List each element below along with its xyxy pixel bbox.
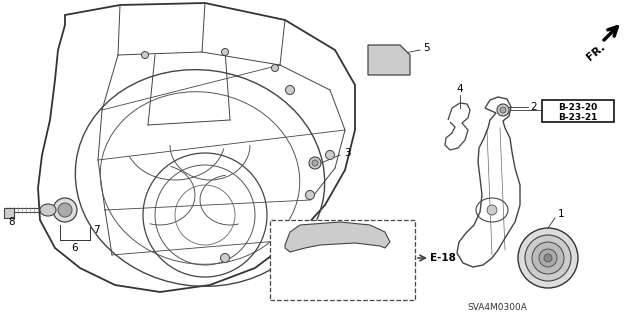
Text: B-23-21: B-23-21 [558,114,598,122]
Text: 3: 3 [344,148,350,158]
Circle shape [497,104,509,116]
Circle shape [309,157,321,169]
Circle shape [525,235,571,281]
Circle shape [518,228,578,288]
Text: FR.: FR. [585,41,607,63]
Circle shape [326,151,335,160]
Circle shape [221,254,230,263]
Circle shape [544,254,552,262]
Circle shape [305,190,314,199]
Bar [542,100,614,122]
Circle shape [58,203,72,217]
Text: 7: 7 [93,225,99,235]
Circle shape [291,288,299,296]
Text: 5: 5 [422,43,429,53]
Polygon shape [368,45,410,75]
Circle shape [271,64,278,71]
Polygon shape [285,222,390,252]
Ellipse shape [40,204,56,216]
Bar [4,208,14,218]
Bar [270,220,415,300]
Circle shape [285,85,294,94]
Circle shape [539,249,557,267]
Text: 1: 1 [557,209,564,219]
Circle shape [500,107,506,113]
Circle shape [345,273,355,283]
Circle shape [532,242,564,274]
Text: E-18: E-18 [430,253,456,263]
Text: 2: 2 [531,102,538,112]
Text: B-23-20: B-23-20 [558,103,598,113]
Circle shape [312,160,318,166]
Circle shape [141,51,148,58]
Circle shape [280,231,289,240]
Text: 8: 8 [9,217,15,227]
Text: 6: 6 [72,243,78,253]
Text: SVA4M0300A: SVA4M0300A [467,303,527,313]
Circle shape [53,198,77,222]
Circle shape [487,205,497,215]
Circle shape [346,291,354,299]
Circle shape [221,48,228,56]
Text: 4: 4 [457,84,463,94]
